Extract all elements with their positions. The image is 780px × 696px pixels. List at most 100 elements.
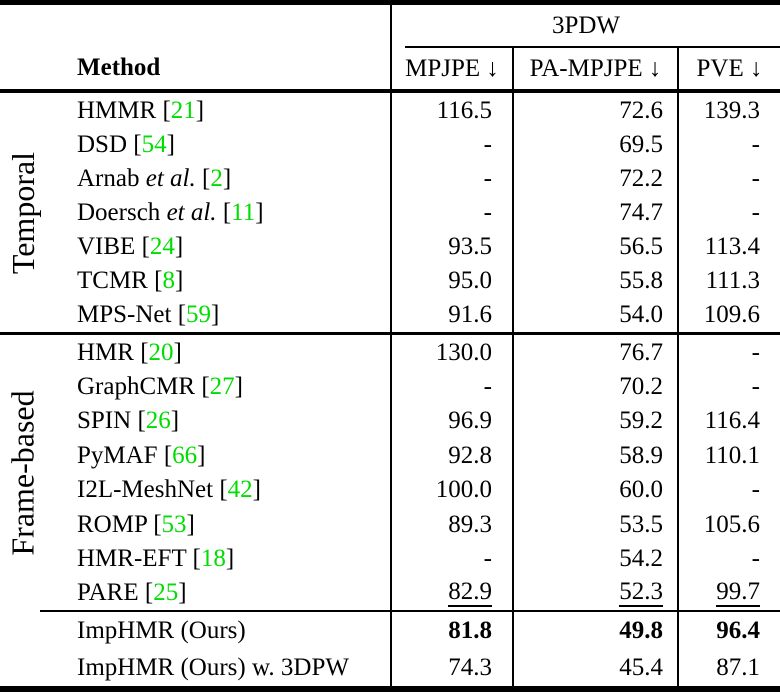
pve-value: 110.1 — [704, 441, 760, 469]
pa-mpjpe-cell: 60.0 — [512, 472, 677, 507]
citation-number[interactable]: 20 — [148, 338, 174, 366]
citation-bracket-open: [ — [154, 267, 163, 295]
mpjpe-value: 82.9 — [448, 577, 492, 607]
citation-number[interactable]: 66 — [172, 441, 198, 469]
table-row: PyMAF [66] 92.8 58.9 110.1 — [0, 438, 780, 473]
pve-cell: 113.4 — [677, 229, 780, 264]
pa-mpjpe-value: 54.2 — [619, 544, 663, 572]
pve-value: - — [751, 476, 760, 504]
citation-number[interactable]: 54 — [141, 130, 167, 158]
method-cell: I2L-MeshNet [42] — [0, 477, 390, 502]
citation-bracket-open: [ — [144, 579, 154, 607]
method-cell: DSD [54] — [0, 132, 390, 157]
pve-cell: 96.4 — [677, 612, 780, 649]
section-ours-rows: ImpHMR (Ours) 81.8 49.8 96.4 ImpHMR (Our… — [0, 612, 780, 686]
mpjpe-cell: - — [390, 541, 512, 576]
citation-number[interactable]: 11 — [231, 198, 256, 226]
pve-value: 87.1 — [716, 654, 760, 681]
mpjpe-cell: - — [390, 127, 512, 162]
table-row: Arnab et al. [2] - 72.2 - — [0, 161, 780, 196]
section-temporal-rows: HMMR [21] 116.5 72.6 139.3 DSD [54] - 69… — [0, 93, 780, 332]
table-row: HMR-EFT [18] - 54.2 - — [0, 541, 780, 576]
citation-bracket-close: ] — [170, 407, 180, 435]
method-name: DSD — [77, 130, 134, 158]
pve-value: - — [751, 130, 760, 158]
citation-bracket-close: ] — [166, 130, 175, 158]
mpjpe-value: 130.0 — [435, 338, 492, 366]
pa-mpjpe-value: 70.2 — [619, 373, 663, 401]
table-row: MPS-Net [59] 91.6 54.0 109.6 — [0, 297, 780, 332]
pve-cell: 116.4 — [677, 403, 780, 439]
method-cell: Doersch et al. [11] — [0, 200, 390, 225]
mpjpe-value: 96.9 — [448, 407, 492, 435]
mpjpe-cell: 92.8 — [390, 438, 512, 473]
citation-bracket-open: [ — [153, 510, 162, 538]
pa-mpjpe-value: 76.7 — [619, 338, 663, 366]
citation-number[interactable]: 26 — [145, 407, 171, 435]
method-name: Arnab — [77, 164, 146, 192]
method-name: PARE — [77, 579, 145, 607]
mpjpe-value: 89.3 — [448, 510, 492, 538]
pa-mpjpe-value: 58.9 — [619, 441, 663, 469]
table-row: TCMR [8] 95.0 55.8 111.3 — [0, 263, 780, 298]
table-row: VIBE [24] 93.5 56.5 113.4 — [0, 229, 780, 264]
pve-cell: 87.1 — [677, 649, 780, 686]
pa-mpjpe-value: 53.5 — [619, 510, 663, 538]
method-etal: et al. — [166, 198, 223, 226]
citation-bracket-open: [ — [177, 301, 187, 329]
citation-bracket-close: ] — [222, 164, 232, 192]
pa-mpjpe-value: 72.2 — [619, 164, 663, 192]
citation-number[interactable]: 25 — [153, 579, 179, 607]
pa-mpjpe-value: 72.6 — [619, 96, 663, 124]
citation-number[interactable]: 8 — [162, 267, 175, 295]
divider-bottom-rule — [0, 686, 780, 692]
mpjpe-value: 74.3 — [448, 654, 492, 681]
table-row: I2L-MeshNet [42] 100.0 60.0 - — [0, 472, 780, 507]
citation-number[interactable]: 18 — [200, 544, 226, 572]
pa-mpjpe-value: 59.2 — [619, 407, 663, 435]
citation-number[interactable]: 24 — [149, 233, 175, 261]
citation-bracket-open: [ — [137, 407, 146, 435]
pve-value: 116.4 — [704, 407, 760, 435]
pve-cell: - — [677, 541, 780, 576]
citation-number[interactable]: 2 — [210, 164, 223, 192]
pa-mpjpe-value: 69.5 — [619, 130, 663, 158]
citation-bracket-close: ] — [225, 544, 235, 572]
mpjpe-value: 100.0 — [435, 476, 492, 504]
mpjpe-value: 91.6 — [448, 301, 492, 329]
pa-mpjpe-cell: 56.5 — [512, 229, 677, 264]
mpjpe-cell: 74.3 — [390, 649, 512, 686]
mpjpe-cell: 82.9 — [390, 575, 512, 610]
method-cell: ImpHMR (Ours) w. 3DPW — [0, 655, 390, 680]
citation-bracket-close: ] — [255, 198, 264, 226]
pa-mpjpe-value: 56.5 — [619, 233, 663, 261]
method-cell: SPIN [26] — [0, 408, 390, 433]
citation-bracket-close: ] — [174, 267, 184, 295]
citation-number[interactable]: 59 — [186, 301, 212, 329]
pve-value: 109.6 — [703, 301, 760, 329]
pa-mpjpe-cell: 54.2 — [512, 541, 677, 576]
pve-cell: - — [677, 369, 780, 404]
citation-number[interactable]: 21 — [170, 96, 196, 124]
pa-mpjpe-value: 49.8 — [619, 617, 663, 644]
pa-mpjpe-value: 52.3 — [619, 577, 663, 607]
method-cell: VIBE [24] — [0, 234, 390, 259]
table-row: PARE [25] 82.9 52.3 99.7 — [0, 575, 780, 610]
pa-mpjpe-cell: 45.4 — [512, 649, 677, 686]
mpjpe-cell: - — [390, 195, 512, 230]
citation-number[interactable]: 53 — [161, 510, 187, 538]
citation-number[interactable]: 42 — [227, 476, 253, 504]
pve-value: 139.3 — [703, 96, 760, 124]
citation-number[interactable]: 27 — [209, 373, 235, 401]
table-row: SPIN [26] 96.9 59.2 116.4 — [0, 403, 780, 439]
col-header-pve: PVE ↓ — [677, 48, 780, 89]
pa-mpjpe-value: 74.7 — [619, 198, 663, 226]
citation-bracket-open: [ — [162, 96, 171, 124]
pa-mpjpe-value: 45.4 — [619, 654, 663, 681]
mpjpe-cell: 89.3 — [390, 506, 512, 542]
method-cell: ROMP [53] — [0, 512, 390, 537]
pve-cell: - — [677, 161, 780, 196]
table-row: ROMP [53] 89.3 53.5 105.6 — [0, 506, 780, 542]
pve-cell: - — [677, 335, 780, 370]
